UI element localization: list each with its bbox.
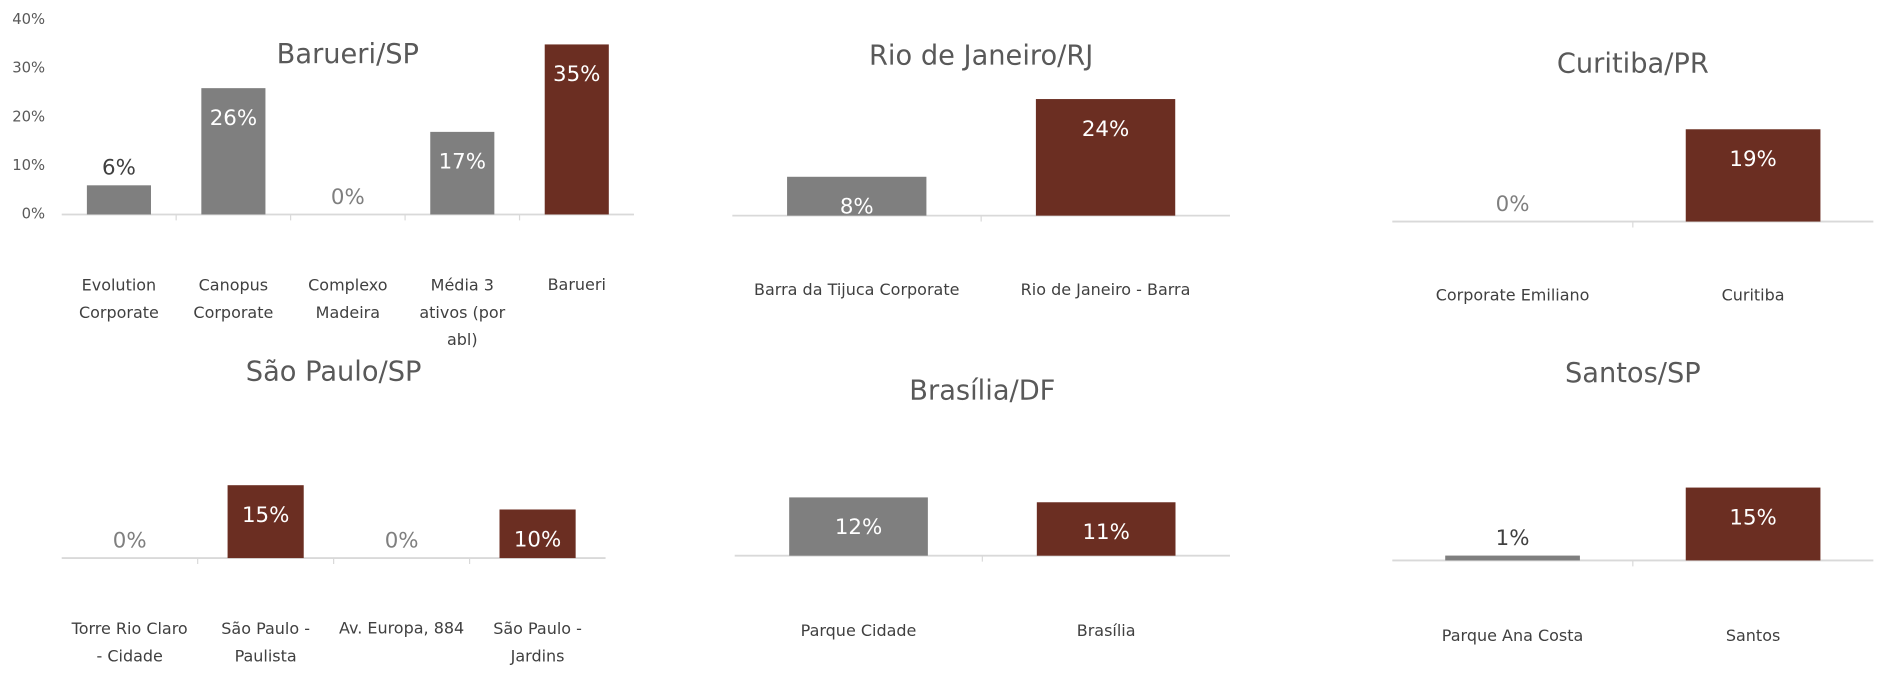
chart-title: Santos/SP bbox=[1565, 358, 1701, 389]
x-tick-label: Brasília bbox=[1077, 621, 1136, 640]
bar bbox=[227, 485, 304, 559]
x-tick-label: Rio de Janeiro - Barra bbox=[1021, 280, 1191, 299]
value-label: 35% bbox=[553, 62, 600, 87]
value-label: 15% bbox=[1729, 505, 1776, 530]
bar bbox=[499, 509, 576, 559]
y-tick-label: 30% bbox=[12, 60, 45, 77]
bar bbox=[430, 131, 495, 215]
chart-title: Rio de Janeiro/RJ bbox=[869, 40, 1093, 71]
value-label: 0% bbox=[113, 528, 147, 553]
value-label: 8% bbox=[840, 195, 874, 220]
bar bbox=[787, 176, 927, 216]
chart-title: São Paulo/SP bbox=[246, 357, 422, 388]
bar bbox=[789, 497, 928, 556]
x-tick-label: São Paulo -Paulista bbox=[221, 619, 310, 665]
value-label: 24% bbox=[1082, 117, 1129, 142]
y-tick-label: 40% bbox=[12, 11, 45, 28]
chart-title: Brasília/DF bbox=[909, 376, 1055, 407]
x-tick-label: Santos bbox=[1726, 626, 1780, 645]
value-label: 26% bbox=[210, 106, 257, 131]
bar bbox=[1685, 487, 1821, 561]
bar bbox=[1685, 129, 1821, 222]
value-label: 19% bbox=[1729, 147, 1776, 172]
x-tick-label: Barueri bbox=[548, 275, 606, 294]
bar bbox=[1036, 502, 1176, 556]
x-tick-label: Barra da Tijuca Corporate bbox=[754, 280, 959, 299]
bar bbox=[1035, 99, 1176, 216]
x-tick-label: Torre Rio Claro- CidadeMatarazzo bbox=[71, 619, 188, 673]
x-tick-label: Av. Europa, 884 bbox=[339, 619, 464, 638]
value-label: 11% bbox=[1082, 520, 1129, 545]
chart-title: Barueri/SP bbox=[277, 39, 419, 70]
y-tick-label: 20% bbox=[12, 108, 45, 125]
bar bbox=[201, 88, 266, 215]
x-tick-label: São Paulo -Jardins bbox=[493, 619, 582, 665]
value-label: 12% bbox=[835, 515, 882, 540]
bar bbox=[544, 44, 609, 215]
value-label: 10% bbox=[514, 527, 561, 552]
value-label: 6% bbox=[102, 156, 136, 181]
value-label: 15% bbox=[242, 503, 289, 528]
x-tick-label: Canopus Corporate bbox=[193, 275, 273, 321]
x-tick-label: Curitiba bbox=[1722, 286, 1785, 305]
x-tick-label: Evolution Corporate bbox=[79, 275, 159, 321]
y-tick-label: 10% bbox=[12, 157, 45, 174]
bar bbox=[1445, 555, 1580, 561]
value-label: 0% bbox=[385, 528, 419, 553]
x-tick-label: Complexo Madeira bbox=[308, 275, 387, 321]
x-tick-label: Parque Cidade bbox=[801, 621, 917, 640]
value-label: 1% bbox=[1496, 526, 1530, 551]
y-tick-label: 0% bbox=[22, 205, 45, 222]
x-tick-label: Média 3 ativos (por abl) bbox=[419, 275, 505, 349]
bar bbox=[86, 185, 151, 215]
chart-title: Curitiba/PR bbox=[1557, 49, 1709, 80]
value-label: 0% bbox=[1496, 192, 1530, 217]
x-tick-label: Corporate Emiliano bbox=[1436, 286, 1590, 305]
value-label: 0% bbox=[331, 185, 365, 210]
value-label: 17% bbox=[439, 150, 486, 175]
x-tick-label: Parque Ana Costa bbox=[1442, 626, 1583, 645]
